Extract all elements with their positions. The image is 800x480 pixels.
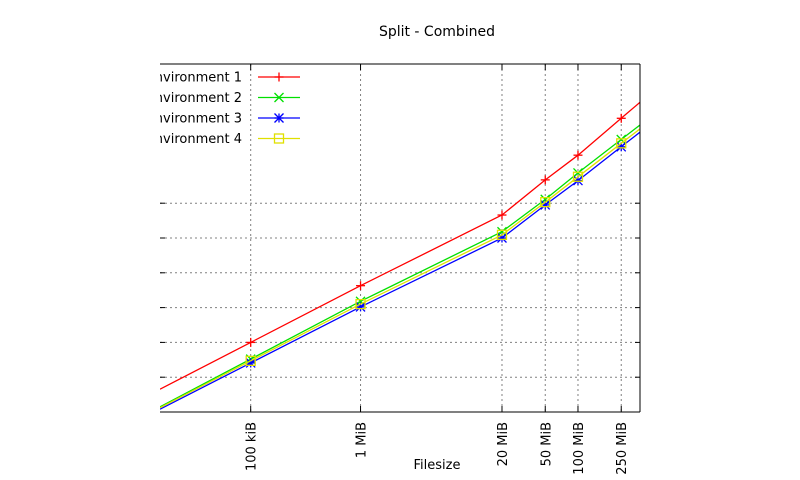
marker-stroke xyxy=(616,134,627,145)
legend-entries: Environment 1 Environment 2 Environment 3 E… xyxy=(147,71,242,148)
marker-cross xyxy=(274,92,284,103)
marker-stroke xyxy=(573,167,583,178)
series-line-environment-1 xyxy=(160,101,640,390)
x-tick-label: 100 MiB xyxy=(572,422,587,475)
marker-plus xyxy=(540,175,550,185)
marker-plus xyxy=(616,113,626,123)
marker-plus xyxy=(246,337,256,347)
marker-stroke xyxy=(274,113,284,123)
legend: Environment 1 Environment 2 Environment 3 E… xyxy=(147,71,300,148)
marker-cross xyxy=(616,134,627,145)
marker-stroke xyxy=(497,233,507,243)
legend-label: Environment 1 xyxy=(147,71,242,86)
marker-square xyxy=(572,171,584,182)
marker-asterisk xyxy=(274,113,284,123)
axis-layer: 100 kiB 1 MiB 20 MiB 50 MiB 100 MiB 250 MiB xyxy=(160,63,641,475)
marker-stroke xyxy=(616,138,627,149)
series-line-environment-3 xyxy=(160,131,640,410)
chart-title: Split - Combined xyxy=(379,24,495,40)
marker-cross xyxy=(573,167,583,178)
marker-stroke xyxy=(573,175,583,186)
marker-stroke xyxy=(616,141,627,152)
marker-stroke xyxy=(355,298,366,310)
marker-square xyxy=(245,355,256,366)
marker-stroke xyxy=(540,197,551,208)
marker-stroke xyxy=(245,355,256,366)
marker-square xyxy=(273,133,285,144)
marker-plus xyxy=(497,210,507,220)
marker-square xyxy=(496,229,508,241)
marker-stroke xyxy=(540,199,551,210)
x-tick-label: 20 MiB xyxy=(496,422,511,466)
marker-square xyxy=(616,138,627,149)
marker-stroke xyxy=(496,229,508,241)
marker-stroke xyxy=(572,171,584,182)
marker-square xyxy=(540,197,551,208)
series-line-environment-2 xyxy=(160,124,640,408)
x-axis-label: Filesize xyxy=(414,458,461,473)
x-tick-label: 50 MiB xyxy=(539,422,554,466)
legend-label: Environment 2 xyxy=(147,91,242,106)
x-tick-label: 250 MiB xyxy=(615,422,630,475)
series-line-environment-4 xyxy=(160,128,640,409)
legend-label: Environment 3 xyxy=(147,112,242,127)
x-tick-label: 1 MiB xyxy=(355,422,370,458)
marker-stroke xyxy=(274,92,284,103)
x-tick-label: 100 kiB xyxy=(245,422,260,471)
marker-stroke xyxy=(273,133,285,144)
marker-plus xyxy=(356,281,366,291)
marker-asterisk xyxy=(616,141,627,152)
marker-stroke xyxy=(355,301,366,312)
marker-plus xyxy=(274,72,284,82)
marker-square xyxy=(355,298,366,310)
series-layer xyxy=(160,101,640,410)
legend-label: Environment 4 xyxy=(147,132,242,147)
marker-plus xyxy=(573,150,583,160)
grid-layer xyxy=(160,64,640,412)
